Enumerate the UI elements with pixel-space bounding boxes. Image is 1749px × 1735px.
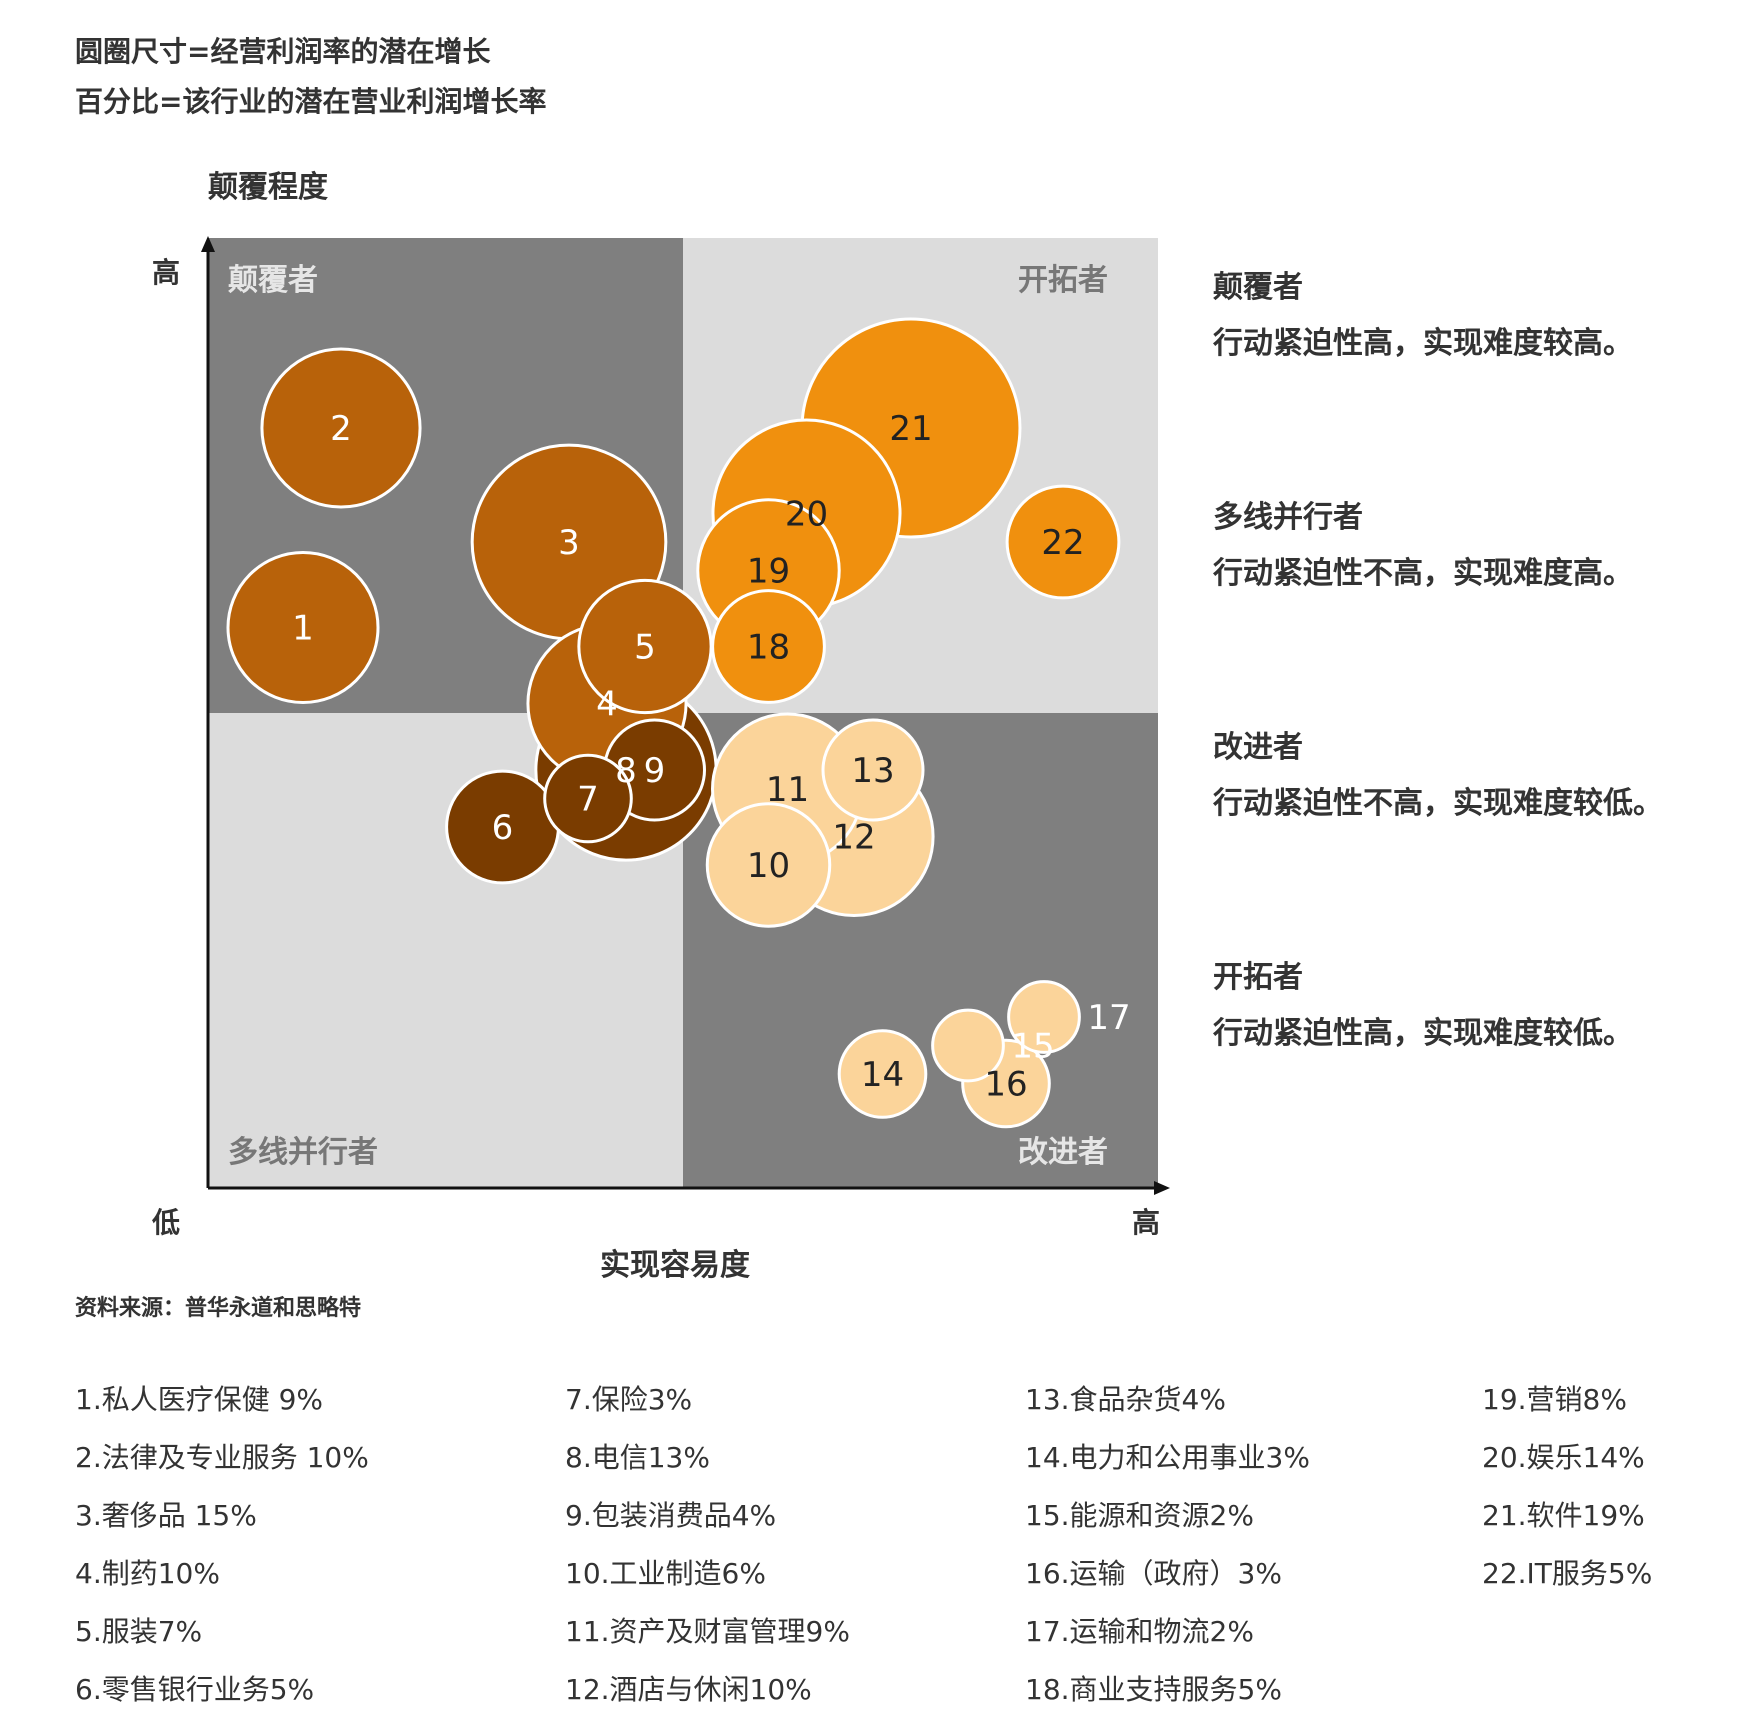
bubble-13: [821, 718, 925, 822]
bubble-label-21: 21: [889, 409, 932, 449]
legend-item: 14.电力和公用事业3%: [1025, 1441, 1310, 1474]
desc-text-2: 行动紧迫性不高，实现难度高。: [1213, 556, 1633, 591]
bubble-14: [837, 1029, 928, 1119]
bubble-label-14: 14: [861, 1055, 904, 1095]
bubble-label-1: 1: [292, 609, 314, 649]
legend-item: 1.私人医疗保健 9%: [75, 1383, 324, 1416]
x-axis-arrow: [1154, 1181, 1170, 1195]
bubble-label-17: 17: [1087, 998, 1130, 1038]
bubble-18: [711, 589, 826, 704]
bubble-label-18: 18: [747, 628, 790, 668]
bubble-1: [226, 551, 380, 704]
header-line-1: 圆圈尺寸=经营利润率的潜在增长: [75, 35, 491, 68]
bubble-label-3: 3: [558, 523, 580, 563]
legend-item: 7.保险3%: [565, 1383, 693, 1416]
bubble-22: [1005, 484, 1121, 600]
legend-item: 5.服装7%: [75, 1615, 203, 1648]
bubble-15: [931, 1008, 1005, 1083]
legend-item: 8.电信13%: [565, 1441, 710, 1474]
bubble-label-5: 5: [634, 628, 656, 668]
legend-item: 17.运输和物流2%: [1025, 1615, 1254, 1648]
bubble-label-4: 4: [596, 685, 618, 725]
quadrant-label-bottom-left: 多线并行者: [228, 1135, 378, 1170]
bubble-label-13: 13: [851, 751, 894, 791]
bubble-label-11: 11: [766, 770, 809, 810]
source-note: 资料来源：普华永道和思略特: [75, 1296, 362, 1321]
x-axis-high-label: 高: [1132, 1206, 1160, 1239]
bubble-7: [543, 753, 633, 844]
legend-item: 13.食品杂货4%: [1025, 1383, 1226, 1416]
legend-item: 15.能源和资源2%: [1025, 1499, 1254, 1532]
bubble-label-22: 22: [1041, 523, 1084, 563]
bubble-group: [226, 317, 1121, 1129]
legend-item: 21.软件19%: [1482, 1499, 1645, 1532]
bubble-label-19: 19: [747, 552, 790, 592]
bubble-label-7: 7: [577, 780, 599, 820]
legend-item: 22.IT服务5%: [1482, 1557, 1653, 1590]
legend-item: 19.营销8%: [1482, 1383, 1627, 1416]
legend-item: 2.法律及专业服务 10%: [75, 1441, 369, 1474]
y-axis-title: 颠覆程度: [208, 170, 328, 205]
quadrant-label-top-left: 颠覆者: [228, 263, 318, 298]
bubble-label-16: 16: [984, 1065, 1027, 1105]
bubble-label-8: 8: [615, 751, 637, 791]
quadrant-label-bottom-right: 改进者: [1018, 1135, 1108, 1170]
desc-title-3: 改进者: [1213, 730, 1303, 765]
bubble-label-9: 9: [644, 751, 666, 791]
legend-item: 10.工业制造6%: [565, 1557, 766, 1590]
desc-title-4: 开拓者: [1213, 960, 1303, 995]
y-axis-high-label: 高: [152, 256, 180, 289]
header-line-2: 百分比=该行业的潜在营业利润增长率: [75, 85, 547, 118]
bubble-label-10: 10: [747, 846, 790, 886]
legend-item: 20.娱乐14%: [1482, 1441, 1645, 1474]
desc-title-2: 多线并行者: [1213, 500, 1363, 535]
bubble-2: [260, 347, 422, 509]
desc-title-1: 颠覆者: [1213, 270, 1303, 305]
y-axis-arrow: [201, 236, 215, 252]
legend-item: 3.奢侈品 15%: [75, 1499, 257, 1532]
legend-item: 12.酒店与休闲10%: [565, 1673, 812, 1706]
bubble-label-2: 2: [330, 409, 352, 449]
bubble-label-12: 12: [832, 818, 875, 858]
bubble-label-15: 15: [1011, 1027, 1054, 1067]
x-axis-low-label: 低: [151, 1206, 180, 1239]
legend-item: 9.包装消费品4%: [565, 1499, 777, 1532]
desc-text-3: 行动紧迫性不高，实现难度较低。: [1213, 786, 1663, 821]
bubble-10: [705, 802, 832, 928]
legend-item: 4.制药10%: [75, 1557, 220, 1590]
legend-item: 11.资产及财富管理9%: [565, 1615, 850, 1648]
desc-text-4: 行动紧迫性高，实现难度较低。: [1213, 1016, 1633, 1051]
bubble-chart: 颠覆程度 高 低 高 实现容易度 颠覆者 开拓者 多线并行者 改进者 21320…: [151, 170, 1170, 1280]
bubble-17: [1007, 980, 1081, 1054]
bubble-label-6: 6: [492, 808, 514, 848]
desc-text-1: 行动紧迫性高，实现难度较高。: [1213, 326, 1633, 361]
bubble-label-20: 20: [785, 495, 828, 535]
x-axis-title: 实现容易度: [600, 1248, 750, 1280]
legend-item: 6.零售银行业务5%: [75, 1673, 315, 1706]
quadrant-label-top-right: 开拓者: [1018, 263, 1108, 298]
legend-item: 16.运输（政府）3%: [1025, 1557, 1282, 1590]
legend-item: 18.商业支持服务5%: [1025, 1673, 1282, 1706]
